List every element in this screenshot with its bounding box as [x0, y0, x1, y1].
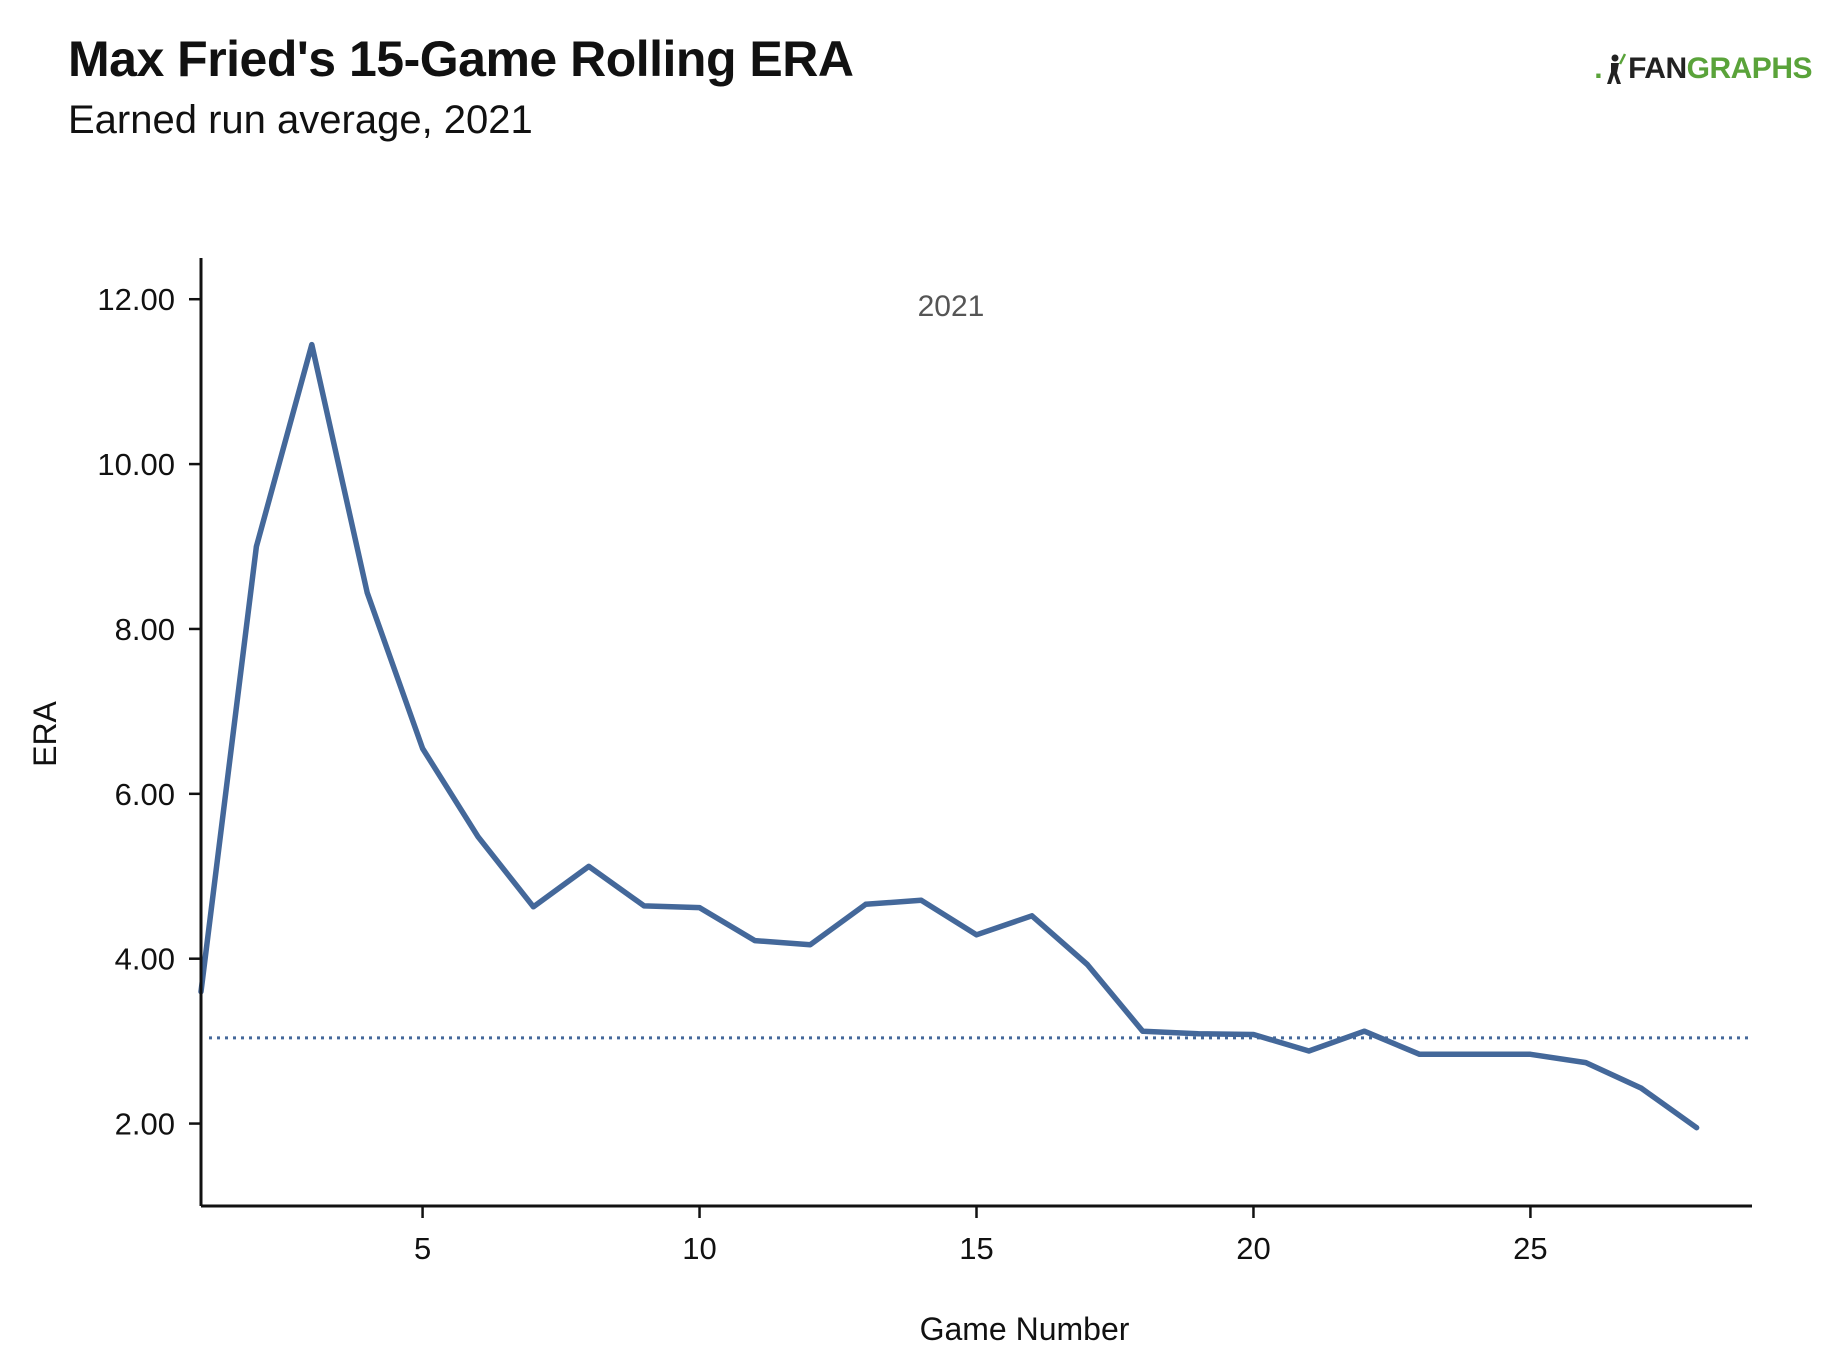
y-tick-label: 12.00 — [97, 282, 175, 317]
data-point — [530, 904, 536, 910]
data-point — [1361, 1028, 1367, 1034]
data-point — [752, 938, 758, 944]
data-point — [1694, 1125, 1700, 1131]
data-point — [974, 932, 979, 938]
y-tick-label: 8.00 — [115, 612, 175, 647]
year-annotation: 2021 — [918, 290, 985, 323]
data-point — [475, 834, 481, 840]
fangraphs-logo: . FAN GRAPHS — [1594, 52, 1812, 86]
x-tick-label: 20 — [1236, 1231, 1270, 1266]
x-tick-label: 10 — [682, 1231, 716, 1266]
data-point — [697, 905, 703, 911]
x-axis-title: Game Number — [920, 1311, 1130, 1347]
chart-title: Max Fried's 15-Game Rolling ERA — [68, 31, 854, 87]
data-point — [1195, 1031, 1201, 1037]
logo-fan: FAN — [1628, 52, 1687, 85]
y-tick-label: 4.00 — [115, 942, 175, 977]
data-point — [863, 901, 869, 907]
data-point — [1306, 1048, 1312, 1054]
x-tick-label: 25 — [1513, 1231, 1547, 1266]
data-point — [1417, 1051, 1423, 1057]
data-point — [1140, 1028, 1146, 1034]
data-point — [641, 903, 647, 909]
logo-dot: . — [1594, 52, 1603, 85]
data-point — [807, 942, 813, 948]
data-point — [253, 544, 259, 550]
y-tick-label: 10.00 — [97, 447, 175, 482]
logo-graphs: GRAPHS — [1686, 52, 1813, 85]
x-tick-label: 5 — [414, 1231, 431, 1266]
data-point — [1250, 1032, 1256, 1038]
y-axis-title: ERA — [27, 700, 63, 766]
data-point — [1084, 961, 1090, 967]
data-point — [1583, 1060, 1589, 1066]
data-point — [420, 745, 426, 751]
data-point — [1527, 1051, 1533, 1057]
data-point — [309, 342, 315, 348]
y-tick-label: 2.00 — [115, 1107, 175, 1142]
data-point — [1029, 913, 1035, 919]
data-point — [1638, 1085, 1644, 1091]
data-point — [918, 897, 924, 903]
y-tick-label: 6.00 — [115, 777, 175, 812]
chart-subtitle: Earned run average, 2021 — [68, 98, 533, 142]
data-point — [364, 590, 370, 596]
data-point — [586, 863, 592, 869]
x-tick-label: 15 — [959, 1231, 993, 1266]
batter-icon — [1607, 53, 1627, 84]
data-point — [1472, 1051, 1478, 1057]
era-series-line — [198, 341, 1700, 1131]
